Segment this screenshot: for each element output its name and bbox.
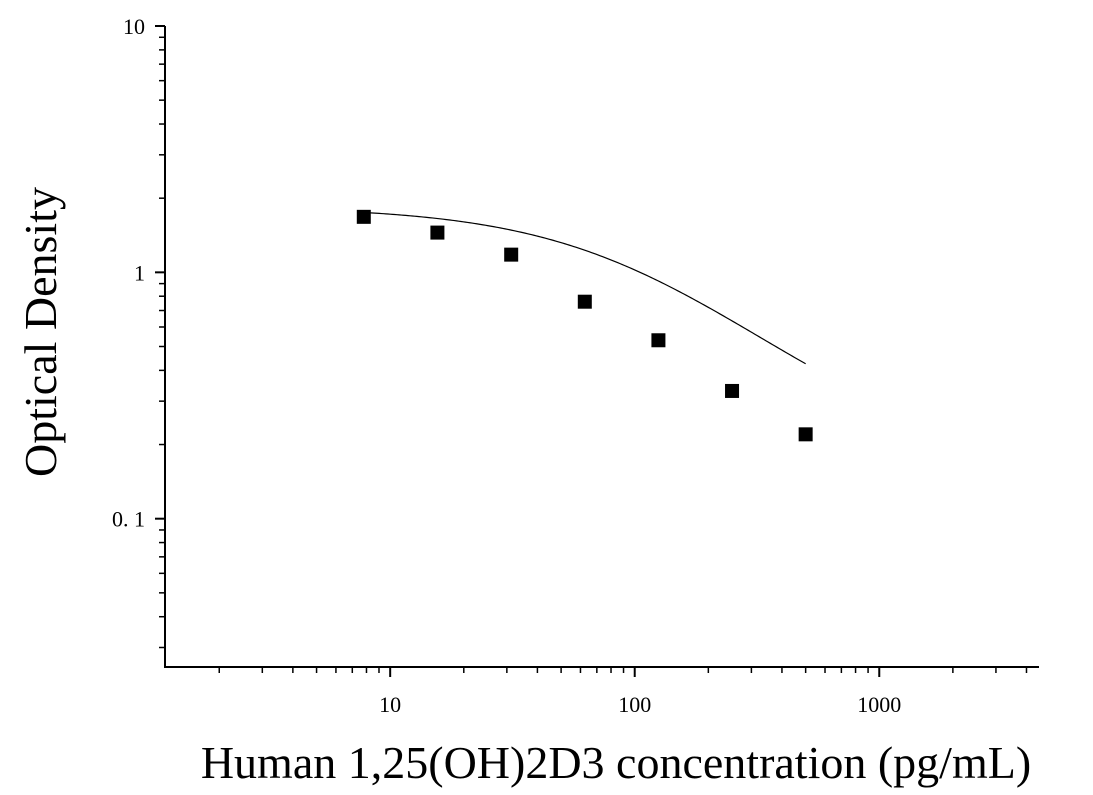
y-tick-label: 1 <box>134 260 145 285</box>
data-point <box>798 427 813 442</box>
x-tick-label: 10 <box>379 692 401 717</box>
x-tick-label: 100 <box>618 692 651 717</box>
data-point <box>577 294 592 309</box>
data-point <box>504 247 519 262</box>
data-point <box>725 383 740 398</box>
data-point <box>430 225 445 240</box>
plot-area: 10 100 1000 10 1 0. 1 <box>112 14 1039 717</box>
data-point <box>651 333 666 348</box>
fit-curve <box>363 211 806 365</box>
y-axis-title: Optical Density <box>15 187 66 477</box>
data-point <box>356 209 371 224</box>
y-tick-label: 10 <box>123 14 145 39</box>
x-tick-label: 1000 <box>857 692 901 717</box>
y-tick-label: 0. 1 <box>112 507 145 532</box>
x-axis-title: Human 1,25(OH)2D3 concentration (pg/mL) <box>201 737 1031 788</box>
